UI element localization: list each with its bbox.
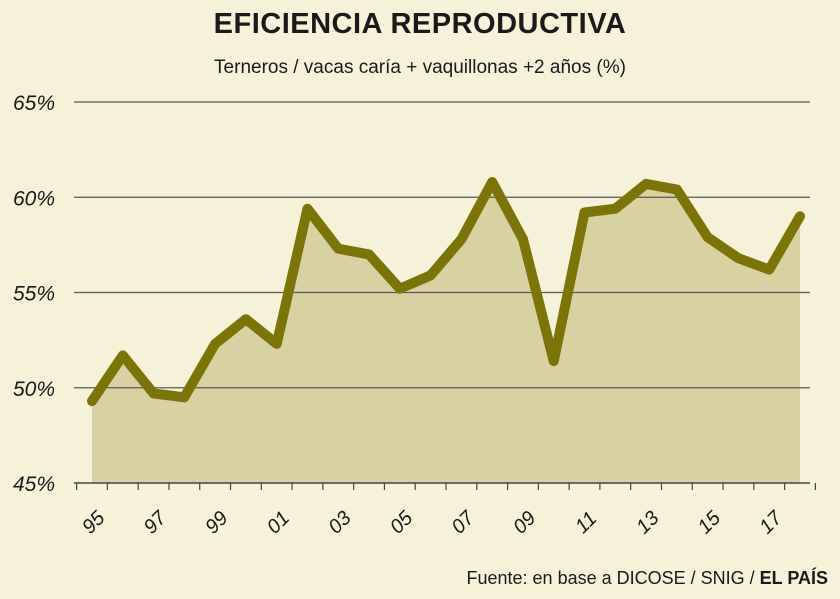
y-tick-label: 55% [13, 283, 55, 306]
chart-title: EFICIENCIA REPRODUCTIVA [213, 8, 627, 40]
x-tick-label: 07 [448, 506, 480, 538]
data-point [149, 389, 159, 398]
series-line [87, 177, 805, 407]
x-tick-label: 13 [632, 507, 663, 538]
x-tick-label: 15 [694, 506, 726, 538]
x-tick-label: 05 [386, 506, 418, 538]
data-point [118, 350, 128, 360]
data-point [456, 234, 466, 244]
data-point [395, 284, 405, 294]
data-point [703, 232, 713, 242]
x-tick-label: 99 [201, 507, 232, 538]
x-tick-label: 03 [324, 507, 355, 538]
data-point [487, 177, 497, 187]
x-tick-label: 97 [140, 506, 172, 538]
data-point [580, 208, 589, 217]
source-brand: EL PAÍS [759, 568, 828, 588]
y-tick-label: 65% [13, 92, 55, 115]
data-point [87, 396, 97, 406]
chart-subtitle: Terneros / vacas caría + vaquillonas +2 … [214, 57, 626, 78]
y-tick-label: 50% [13, 378, 55, 401]
data-point [672, 185, 682, 195]
data-point [241, 314, 251, 324]
x-tick-label: 17 [755, 506, 787, 538]
data-point [764, 265, 774, 275]
data-point [303, 204, 312, 214]
y-tick-label: 60% [13, 187, 55, 210]
y-tick-label: 45% [13, 473, 55, 496]
data-point [426, 270, 436, 280]
data-point [518, 234, 528, 244]
source-prefix: Fuente: en base a DICOSE / SNIG / [466, 568, 760, 588]
data-point [610, 204, 620, 214]
x-tick-label: 11 [571, 508, 601, 538]
x-tick-label: 95 [78, 506, 110, 538]
data-point [733, 253, 743, 263]
data-point [364, 249, 374, 259]
data-point [210, 339, 220, 349]
area-fill [92, 182, 800, 483]
x-tick-label: 09 [509, 507, 540, 538]
data-point [795, 211, 805, 221]
data-point [549, 356, 559, 366]
data-point [641, 179, 651, 189]
data-point [333, 244, 343, 254]
source-note: Fuente: en base a DICOSE / SNIG / EL PAÍ… [467, 568, 829, 589]
x-tick-label: 01 [263, 507, 294, 538]
data-point [272, 339, 282, 349]
data-point [179, 392, 189, 402]
